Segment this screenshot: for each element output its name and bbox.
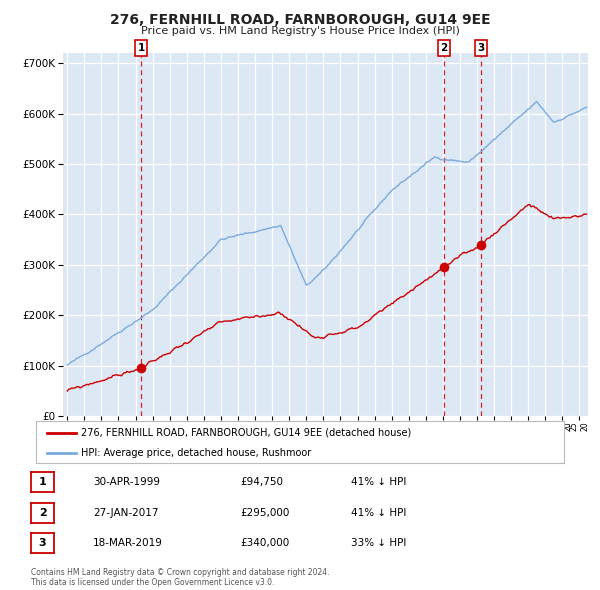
Text: 33% ↓ HPI: 33% ↓ HPI	[351, 539, 406, 548]
Text: 27-JAN-2017: 27-JAN-2017	[93, 508, 158, 517]
Text: 276, FERNHILL ROAD, FARNBOROUGH, GU14 9EE: 276, FERNHILL ROAD, FARNBOROUGH, GU14 9E…	[110, 13, 490, 27]
Text: £340,000: £340,000	[240, 539, 289, 548]
Text: 3: 3	[477, 43, 484, 53]
Text: 41% ↓ HPI: 41% ↓ HPI	[351, 508, 406, 517]
Text: £94,750: £94,750	[240, 477, 283, 487]
Text: This data is licensed under the Open Government Licence v3.0.: This data is licensed under the Open Gov…	[31, 578, 275, 587]
Text: 1: 1	[39, 477, 46, 487]
Text: 18-MAR-2019: 18-MAR-2019	[93, 539, 163, 548]
Text: Contains HM Land Registry data © Crown copyright and database right 2024.: Contains HM Land Registry data © Crown c…	[31, 568, 330, 577]
Text: 2: 2	[440, 43, 448, 53]
Text: HPI: Average price, detached house, Rushmoor: HPI: Average price, detached house, Rush…	[81, 448, 311, 457]
Text: 1: 1	[137, 43, 145, 53]
Text: Price paid vs. HM Land Registry's House Price Index (HPI): Price paid vs. HM Land Registry's House …	[140, 26, 460, 36]
Text: 276, FERNHILL ROAD, FARNBOROUGH, GU14 9EE (detached house): 276, FERNHILL ROAD, FARNBOROUGH, GU14 9E…	[81, 428, 411, 438]
Text: 3: 3	[39, 539, 46, 548]
Text: 41% ↓ HPI: 41% ↓ HPI	[351, 477, 406, 487]
Text: £295,000: £295,000	[240, 508, 289, 517]
Text: 2: 2	[39, 508, 46, 517]
Text: 30-APR-1999: 30-APR-1999	[93, 477, 160, 487]
